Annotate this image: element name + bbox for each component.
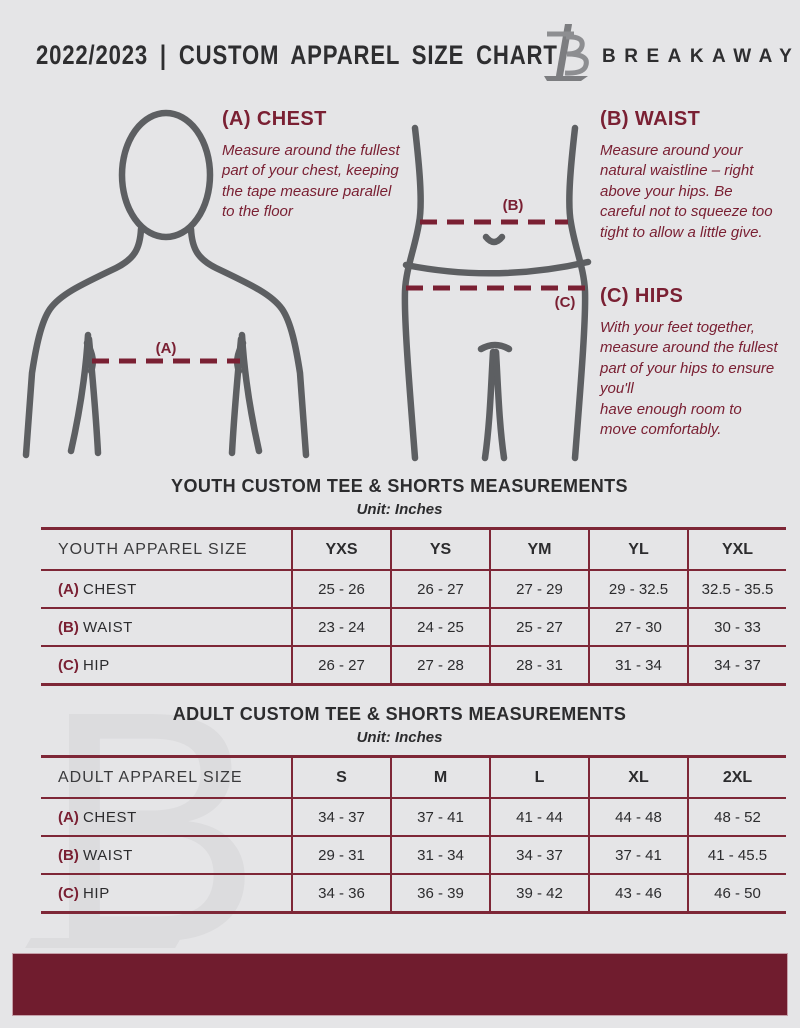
measurement-row: (B) WAIST 23 - 24 24 - 25 25 - 27 27 - 30 30 … <box>41 607 786 646</box>
lower-body-figure: (B) (C) <box>401 124 592 462</box>
chest-marker-label: (A) <box>156 340 177 357</box>
breakaway-logo-icon <box>544 24 589 81</box>
waist-guide-text: Measure around your natural waistline – … <box>600 142 773 241</box>
measure-letter: (C) <box>58 884 83 902</box>
waist-guide: (B) WAIST Measure around your natural wa… <box>600 108 776 243</box>
hips-guide-text: With your feet together, measure around … <box>600 319 778 438</box>
measurement-value: 44 - 48 <box>588 797 688 836</box>
measurement-value: 27 - 30 <box>588 607 688 646</box>
measure-letter: (A) <box>58 808 83 826</box>
size-column-header: XL <box>588 756 688 798</box>
measurement-value: 27 - 28 <box>390 645 490 685</box>
size-header-row: ADULT APPAREL SIZE S M L XL 2XL <box>41 756 786 798</box>
measurement-row: (A) CHEST 25 - 26 26 - 27 27 - 29 29 - 32.5 3… <box>41 569 786 608</box>
waist-marker-label: (B) <box>503 197 524 214</box>
measurement-value: 28 - 31 <box>489 645 589 685</box>
upper-body-figure: (A) <box>22 109 310 459</box>
measure-name: CHEST <box>83 580 137 598</box>
measure-letter: (A) <box>58 580 83 598</box>
chest-guide: (A) CHEST Measure around the fullest par… <box>222 108 404 223</box>
apparel-size-header: ADULT APPAREL SIZE <box>58 768 243 786</box>
size-column-header: YM <box>489 528 589 570</box>
measurement-value: 26 - 27 <box>291 645 391 685</box>
size-column-header: YXL <box>687 528 786 570</box>
measurement-row: (B) WAIST 29 - 31 31 - 34 34 - 37 37 - 41 41 … <box>41 835 786 874</box>
apparel-size-header: YOUTH APPAREL SIZE <box>58 540 248 558</box>
measure-letter: (B) <box>58 618 83 636</box>
adult-size-table: ADULT APPAREL SIZE S M L XL 2XL (A) CHEST 34 - … <box>41 755 786 914</box>
size-column-header: M <box>390 756 490 798</box>
measure-name: HIP <box>83 656 110 674</box>
size-column-header: YL <box>588 528 688 570</box>
adult-table-title: ADULT CUSTOM TEE & SHORTS MEASUREMENTS <box>172 704 627 724</box>
measurement-row: (A) CHEST 34 - 37 37 - 41 41 - 44 44 - 48 48 … <box>41 797 786 836</box>
waist-guide-heading: (B) WAIST <box>600 108 701 130</box>
size-column-header: S <box>291 756 391 798</box>
measure-row-label: (C) HIP <box>41 873 292 913</box>
measure-name: HIP <box>83 884 110 902</box>
measurement-value: 34 - 37 <box>291 797 391 836</box>
measure-name: WAIST <box>83 846 133 864</box>
youth-table-unit: Unit: Inches <box>356 501 443 518</box>
size-column-header: YXS <box>291 528 391 570</box>
chest-guide-heading: (A) CHEST <box>222 108 327 130</box>
measurement-value: 41 - 45.5 <box>687 835 786 874</box>
measurement-value: 48 - 52 <box>687 797 786 836</box>
youth-size-table: YOUTH APPAREL SIZE YXS YS YM YL YXL (A) CHEST 2… <box>41 527 786 686</box>
measure-letter: (B) <box>58 846 83 864</box>
measure-row-label: (C) HIP <box>41 645 292 685</box>
size-column-header: L <box>489 756 589 798</box>
measurement-row: (C) HIP 26 - 27 27 - 28 28 - 31 31 - 34 34 - … <box>41 645 786 685</box>
measurement-value: 36 - 39 <box>390 873 490 913</box>
hips-guide-heading: (C) HIPS <box>600 285 684 307</box>
measurement-value: 27 - 29 <box>489 569 589 608</box>
measurement-value: 25 - 27 <box>489 607 589 646</box>
measurement-value: 34 - 36 <box>291 873 391 913</box>
youth-table-title: YOUTH CUSTOM TEE & SHORTS MEASUREMENTS <box>171 476 628 496</box>
measurement-value: 29 - 32.5 <box>588 569 688 608</box>
measurement-value: 43 - 46 <box>588 873 688 913</box>
measurement-value: 37 - 41 <box>588 835 688 874</box>
measure-row-label: (A) CHEST <box>41 797 292 836</box>
measure-letter: (C) <box>58 656 83 674</box>
measure-name: WAIST <box>83 618 133 636</box>
measurement-value: 34 - 37 <box>687 645 786 685</box>
measurement-value: 32.5 - 35.5 <box>687 569 786 608</box>
hips-guide: (C) HIPS With your feet together, measur… <box>600 285 782 440</box>
measurement-value: 30 - 33 <box>687 607 786 646</box>
size-column-header: YS <box>390 528 490 570</box>
measurement-value: 34 - 37 <box>489 835 589 874</box>
adult-table-unit: Unit: Inches <box>356 729 443 746</box>
measurement-value: 37 - 41 <box>390 797 490 836</box>
measurement-value: 24 - 25 <box>390 607 490 646</box>
measurement-value: 26 - 27 <box>390 569 490 608</box>
youth-section-header: YOUTH CUSTOM TEE & SHORTS MEASUREMENTS U… <box>40 476 759 518</box>
measurement-value: 23 - 24 <box>291 607 391 646</box>
hips-marker-label: (C) <box>555 294 576 311</box>
measurement-value: 31 - 34 <box>390 835 490 874</box>
measurement-value: 29 - 31 <box>291 835 391 874</box>
brand-name: BREAKAWAY <box>602 46 800 67</box>
measure-row-label: (A) CHEST <box>41 569 292 608</box>
measurement-value: 31 - 34 <box>588 645 688 685</box>
footer-accent-bar <box>12 953 788 1016</box>
measure-name: CHEST <box>83 808 137 826</box>
chest-guide-text: Measure around the fullest part of your … <box>222 142 400 221</box>
measurement-value: 25 - 26 <box>291 569 391 608</box>
watermark-underline <box>25 938 181 948</box>
measure-row-label: (B) WAIST <box>41 607 292 646</box>
size-header-row: YOUTH APPAREL SIZE YXS YS YM YL YXL <box>41 528 786 570</box>
size-column-header: 2XL <box>687 756 786 798</box>
measurement-value: 41 - 44 <box>489 797 589 836</box>
measurement-row: (C) HIP 34 - 36 36 - 39 39 - 42 43 - 46 46 - … <box>41 873 786 913</box>
measurement-value: 46 - 50 <box>687 873 786 913</box>
measurement-value: 39 - 42 <box>489 873 589 913</box>
measure-row-label: (B) WAIST <box>41 835 292 874</box>
page-title: 2022/2023 | CUSTOM APPAREL SIZE CHART <box>36 40 558 70</box>
adult-section-header: ADULT CUSTOM TEE & SHORTS MEASUREMENTS U… <box>40 704 759 746</box>
